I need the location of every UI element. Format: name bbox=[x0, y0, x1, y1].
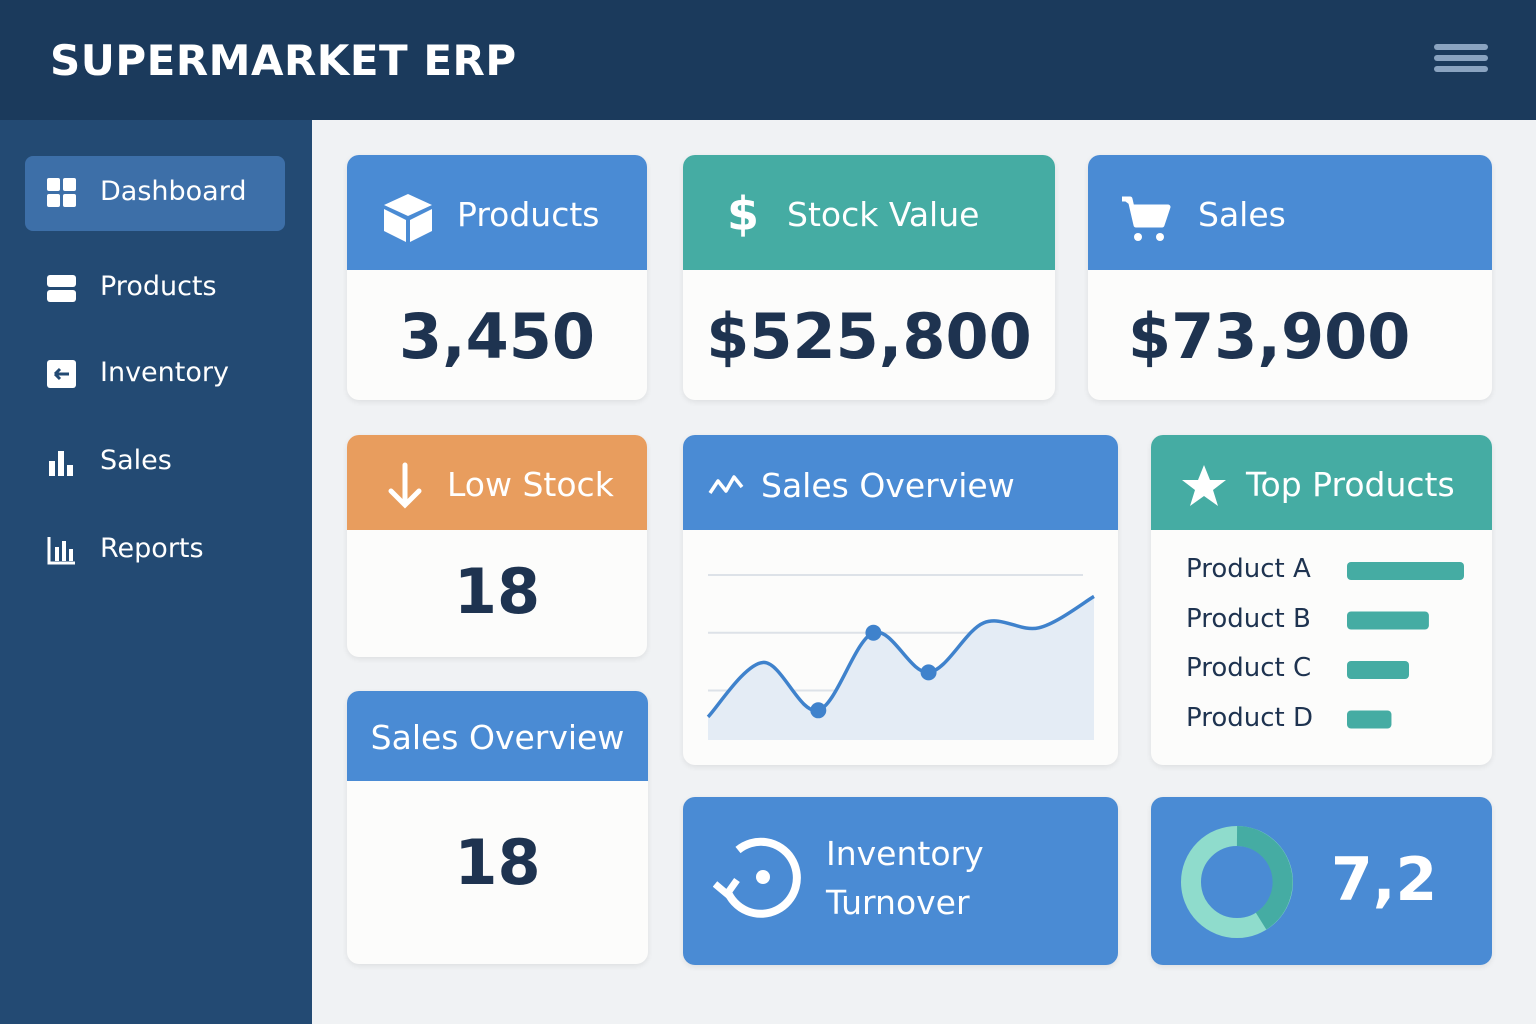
nav-item[interactable]: Inventory bbox=[25, 337, 285, 412]
kpi-card[interactable]: $ Stock Value $525,800 bbox=[683, 155, 1055, 400]
card-value: $525,800 bbox=[706, 300, 1032, 373]
card-title: Top Products bbox=[1246, 465, 1455, 504]
product-label: Product B bbox=[1186, 603, 1311, 634]
nav-item[interactable]: Reports bbox=[25, 513, 285, 588]
card-title: Sales Overview bbox=[761, 466, 1015, 505]
title-line: Inventory bbox=[826, 834, 984, 873]
product-label: Product C bbox=[1186, 653, 1312, 683]
product-label: Product D bbox=[1186, 702, 1314, 733]
nav-item[interactable]: Sales bbox=[25, 425, 285, 500]
kpi-card[interactable]: Products 3,450 bbox=[347, 155, 647, 400]
nav-item[interactable]: Products bbox=[25, 251, 285, 326]
kpi-card[interactable]: Sales Overview 18 bbox=[347, 691, 648, 964]
nav-label: Reports bbox=[100, 533, 204, 564]
turnover-title: Inventory Turnover bbox=[826, 829, 984, 927]
turnover-value-card[interactable]: 7,2 bbox=[1151, 797, 1492, 965]
nav-label: Sales bbox=[100, 445, 172, 476]
app-title: SUPERMARKET ERP bbox=[50, 36, 517, 85]
product-label: Product A bbox=[1186, 554, 1311, 584]
card-title: Stock Value bbox=[787, 195, 980, 234]
title-line: Turnover bbox=[826, 883, 970, 922]
card-title: Sales bbox=[1198, 195, 1286, 234]
card-value: 3,450 bbox=[398, 300, 596, 373]
card-header: $ Stock Value bbox=[683, 155, 1055, 270]
nav-item[interactable]: Dashboard bbox=[25, 156, 285, 231]
card-header: Products bbox=[347, 155, 647, 270]
card-title: Products bbox=[457, 195, 600, 234]
card-value: 18 bbox=[454, 826, 541, 899]
kpi-card[interactable]: Low Stock 18 bbox=[347, 435, 647, 657]
chart-card[interactable]: Top Products Product A Product B Product C… bbox=[1151, 435, 1492, 765]
nav-label: Dashboard bbox=[100, 176, 247, 207]
sidebar: Dashboard Products Inventory Sales Repor… bbox=[0, 120, 312, 1024]
header: SUPERMARKET ERP bbox=[0, 0, 1536, 120]
turnover-value: 7,2 bbox=[1331, 845, 1438, 915]
card-header: Sales Overview bbox=[347, 691, 648, 781]
card-header: Sales Overview bbox=[683, 435, 1118, 530]
turnover-card[interactable]: Inventory Turnover bbox=[683, 797, 1118, 965]
card-value: $73,900 bbox=[1128, 300, 1411, 373]
card-value: 18 bbox=[453, 555, 541, 628]
kpi-card[interactable]: Sales $73,900 bbox=[1088, 155, 1492, 400]
card-title: Sales Overview bbox=[370, 718, 625, 757]
card-title: Low Stock bbox=[447, 465, 614, 504]
nav-label: Inventory bbox=[100, 357, 229, 388]
card-header: Sales bbox=[1088, 155, 1492, 270]
svg-text:$: $ bbox=[727, 190, 759, 240]
nav-label: Products bbox=[100, 271, 217, 302]
chart-card[interactable]: Sales Overview bbox=[683, 435, 1118, 765]
menu-icon[interactable] bbox=[1434, 44, 1488, 72]
card-header: Low Stock bbox=[347, 435, 647, 530]
card-header: Top Products bbox=[1151, 435, 1492, 530]
